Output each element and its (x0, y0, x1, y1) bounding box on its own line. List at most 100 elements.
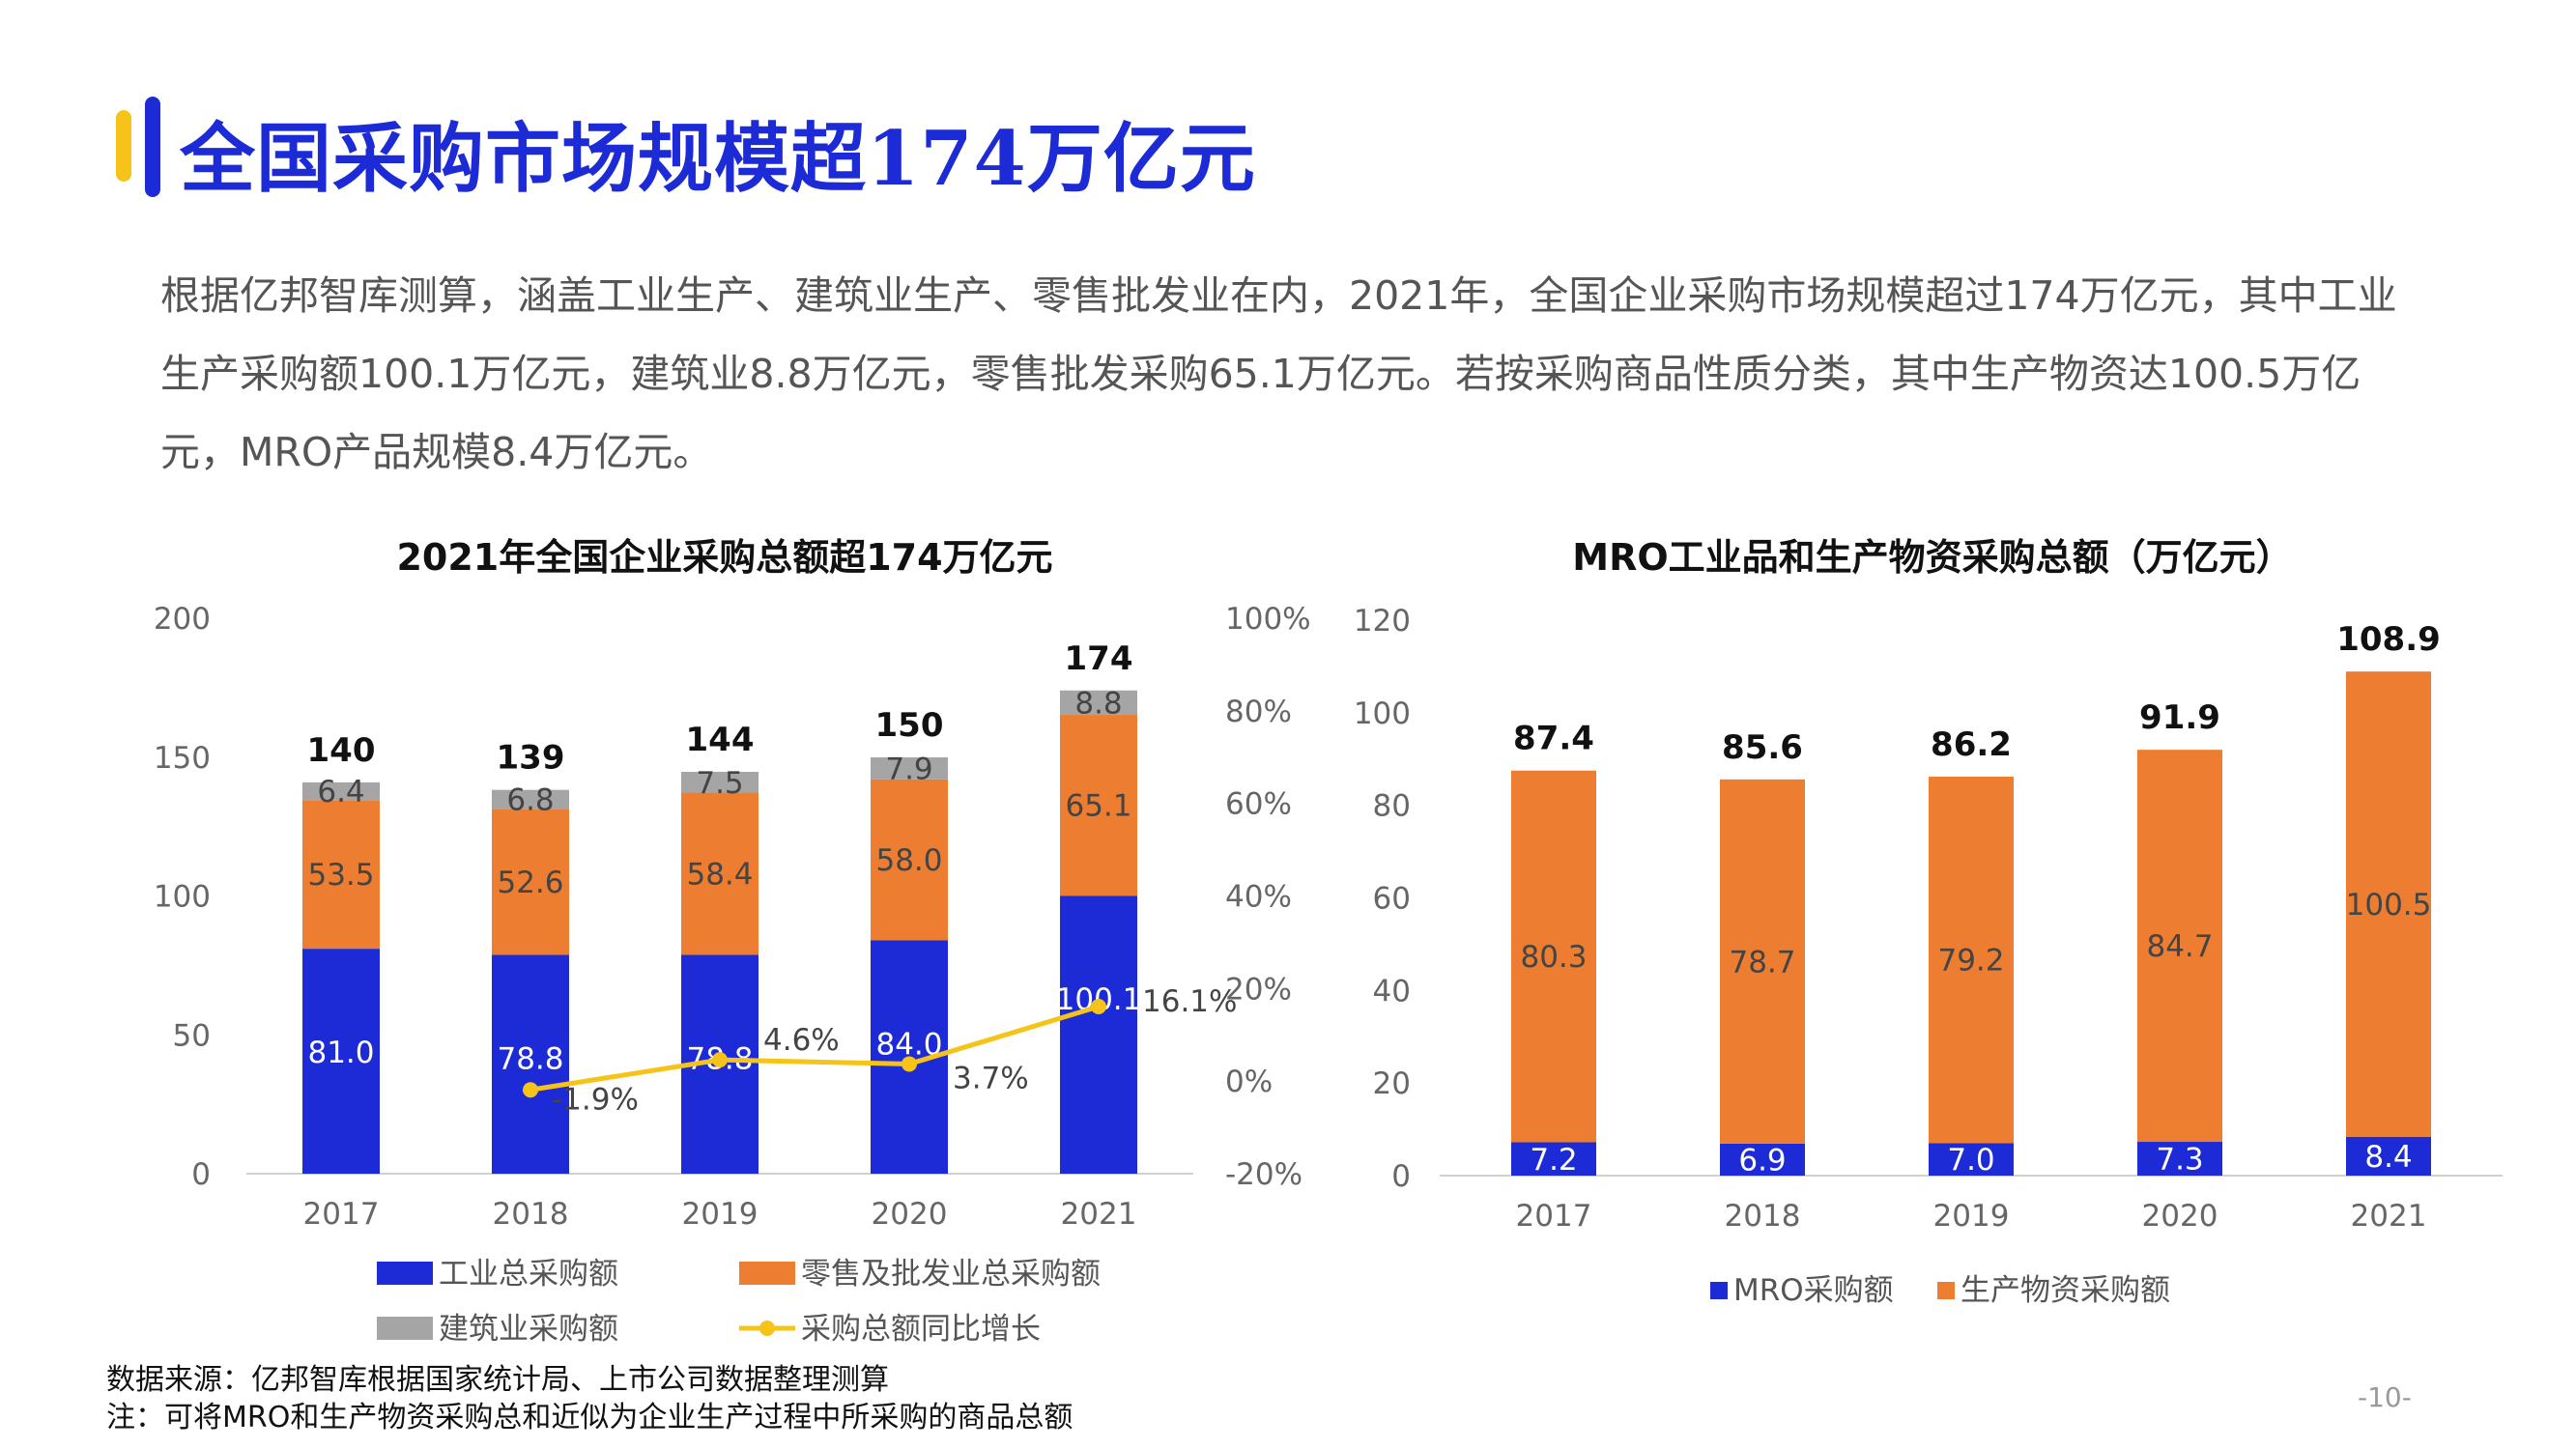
chart1-growth-point (523, 1082, 538, 1098)
footer-source: 数据来源：亿邦智库根据国家统计局、上市公司数据整理测算 (106, 1363, 889, 1397)
chart1-value-label: 6.4 (317, 775, 364, 810)
chart1-bar-construction (1060, 690, 1137, 716)
chart1-growth-point (902, 1056, 917, 1072)
chart1-value-label: 58.0 (875, 843, 942, 878)
chart2-value-label: 78.7 (1729, 945, 1795, 980)
legend-retail-label: 零售及批发业总采购额 (801, 1257, 1101, 1292)
chart2-y-tick: 0 (1391, 1159, 1411, 1194)
chart1-value-label: 7.9 (885, 752, 932, 786)
chart2-x-tick: 2019 (1933, 1199, 2010, 1234)
chart2-bar-mro (2346, 1136, 2431, 1176)
chart2-y-tick: 100 (1354, 696, 1411, 731)
chart2-bar-production (2137, 750, 2222, 1143)
chart2-value-label: 7.2 (1530, 1143, 1577, 1178)
chart1-value-label: 58.4 (686, 858, 753, 893)
footer-note: 注：可将MRO和生产物资采购总和近似为企业生产过程中所采购的商品总额 (106, 1401, 1073, 1435)
chart2-bar-mro (2137, 1142, 2222, 1176)
chart2-value-label: 79.2 (1937, 944, 2004, 979)
chart2-bar-production (1511, 770, 1596, 1143)
legend-construction-label: 建筑业采购额 (439, 1312, 618, 1347)
page-number: -10- (2358, 1381, 2412, 1413)
chart1-bar-construction (681, 771, 758, 793)
chart2-y-tick: 40 (1373, 974, 1411, 1009)
chart2-value-label: 7.0 (1947, 1143, 1994, 1178)
chart1-value-label: 78.8 (497, 1041, 563, 1076)
chart1-y2-tick: 100% (1225, 602, 1311, 637)
chart2-bar-production (1720, 779, 1805, 1144)
chart1-x-tick: 2017 (303, 1197, 380, 1232)
chart1-y-tick: 100 (154, 880, 211, 915)
chart1-growth-point (712, 1052, 728, 1068)
chart2-total-label: 87.4 (1513, 720, 1594, 758)
chart1-value-label: 6.8 (506, 782, 554, 817)
chart1-x-tick: 2018 (493, 1197, 569, 1232)
chart1-growth-label: 16.1% (1142, 984, 1237, 1019)
chart2-x-tick: 2020 (2142, 1199, 2218, 1234)
chart2-x-tick: 2021 (2351, 1199, 2427, 1234)
chart1-y2-tick: -20% (1225, 1157, 1302, 1192)
chart2-y-tick: 20 (1373, 1066, 1411, 1101)
chart2-bar-production (1929, 776, 2014, 1144)
chart1-bar-retail (1060, 715, 1137, 896)
legend-construction-swatch (377, 1317, 433, 1340)
chart2-value-label: 6.9 (1738, 1143, 1786, 1178)
chart2-y-tick: 60 (1373, 882, 1411, 917)
title-accent-blue (145, 97, 160, 197)
chart1-title: 2021年全国企业采购总额超174万亿元 (396, 536, 1052, 579)
legend-production-swatch (1937, 1282, 1955, 1299)
legend-growth-label: 采购总额同比增长 (801, 1312, 1041, 1347)
chart1-total-label: 144 (686, 721, 755, 759)
chart1-bar-construction (302, 781, 380, 801)
chart1-growth-line (530, 1004, 1100, 1093)
chart1-bar-retail (871, 779, 948, 941)
chart2-bar-mro (1720, 1143, 1805, 1176)
chart1-value-label: 81.0 (307, 1036, 374, 1070)
chart2-x-tick: 2017 (1516, 1199, 1592, 1234)
chart1-value-label: 65.1 (1065, 789, 1131, 824)
chart2-bar-mro (1929, 1143, 2014, 1176)
chart1-bar-retail (681, 792, 758, 955)
chart2-total-label: 86.2 (1931, 725, 2012, 764)
chart1-value-label: 52.6 (497, 866, 563, 900)
legend-mro-swatch (1710, 1282, 1728, 1299)
chart1-x-tick: 2020 (872, 1197, 948, 1232)
chart1-y2-tick: 60% (1225, 787, 1292, 822)
chart1-total-label: 174 (1065, 639, 1133, 678)
chart1-total-label: 139 (497, 739, 565, 778)
chart2-y-tick: 80 (1373, 789, 1411, 824)
chart2-value-label: 100.5 (2346, 888, 2432, 923)
chart2-value-label: 8.4 (2364, 1140, 2412, 1175)
title-accent-yellow (116, 110, 131, 182)
chart2-bar-production (2346, 671, 2431, 1137)
chart1-x-tick: 2021 (1061, 1197, 1137, 1232)
chart1-y-tick: 200 (154, 602, 211, 637)
chart1-bar-construction (871, 757, 948, 780)
chart1-growth-label: 4.6% (763, 1023, 840, 1058)
chart1-x-tick: 2019 (682, 1197, 758, 1232)
chart1-y-tick: 50 (173, 1018, 211, 1053)
chart1-growth-point (1091, 999, 1106, 1015)
chart1-growth-label: -1.9% (552, 1082, 639, 1117)
chart1-total-label: 140 (307, 731, 376, 770)
chart2-total-label: 85.6 (1722, 728, 1803, 767)
chart2-svg: MRO工业品和生产物资采购总额（万亿元） 0 20 40 60 80 100 120 7.2 80… (1354, 536, 2503, 1308)
chart2-title: MRO工业品和生产物资采购总额（万亿元） (1572, 536, 2292, 579)
description-paragraph: 根据亿邦智库测算，涵盖工业生产、建筑业生产、零售批发业在内，2021年，全国企业… (160, 272, 2397, 475)
legend-retail-swatch (739, 1262, 795, 1285)
chart1-value-label: 7.5 (696, 766, 743, 801)
chart2-value-label: 84.7 (2146, 929, 2213, 964)
legend-mro-label: MRO采购额 (1733, 1273, 1894, 1308)
chart1-y2-tick: 0% (1225, 1065, 1273, 1099)
chart1-y-tick: 0 (191, 1157, 211, 1192)
chart-mro-procurement: MRO工业品和生产物资采购总额（万亿元） 0 20 40 60 80 100 120 7.2 80… (1353, 526, 2512, 1319)
chart1-total-label: 150 (875, 706, 944, 745)
chart1-value-label: 53.5 (307, 858, 374, 893)
chart1-bar-industrial (1060, 895, 1137, 1174)
chart1-y2-tick: 80% (1225, 695, 1292, 729)
chart-total-procurement: 2021年全国企业采购总额超174万亿元 0 50 100 150 200 -20% 0% 20… (106, 526, 1343, 1377)
page-title: 全国采购市场规模超174万亿元 (180, 115, 1256, 203)
chart2-x-tick: 2018 (1725, 1199, 1801, 1234)
chart1-bar-retail (492, 809, 569, 955)
chart1-y2-tick: 40% (1225, 880, 1292, 915)
chart2-total-label: 108.9 (2336, 620, 2441, 659)
